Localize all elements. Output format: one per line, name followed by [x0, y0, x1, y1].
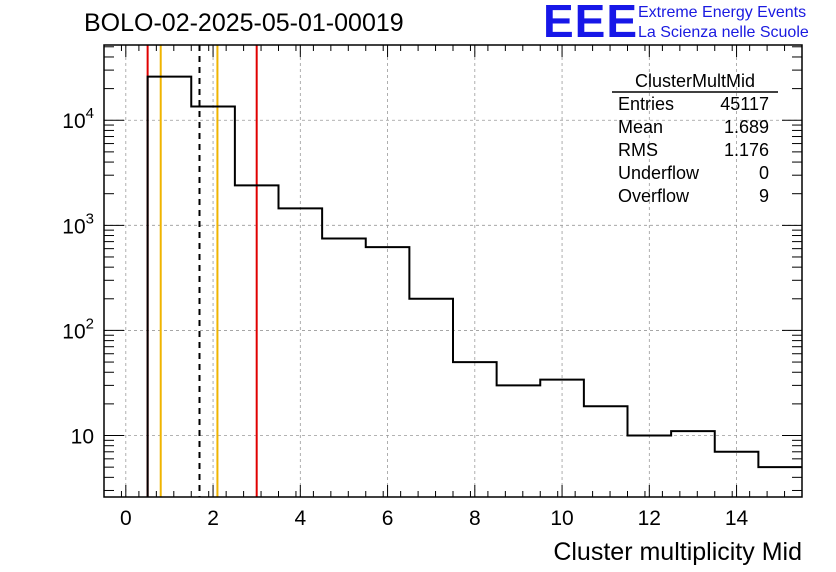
logo-line-2: La Scienza nelle Scuole: [638, 24, 809, 41]
axis-labels-layer: 0 2 4 6 8 10 12 14 10 102 103 104 Cluster multiplici…: [62, 105, 802, 566]
eee-logo-mark: EEE: [543, 0, 639, 47]
histogram-bin: [279, 208, 323, 497]
x-tick-label: 14: [725, 507, 749, 530]
histogram-bin: [366, 247, 410, 497]
stats-row-value: 45117: [720, 94, 769, 114]
stats-row-label: Overflow: [618, 186, 690, 206]
x-tick-label: 4: [294, 507, 306, 530]
stats-row-label: Underflow: [618, 163, 700, 183]
stats-row-value: 9: [759, 186, 769, 206]
y-tick-label: 102: [62, 315, 94, 343]
histogram-bin: [191, 107, 235, 497]
histogram-bin: [453, 362, 497, 497]
x-tick-label: 2: [207, 507, 219, 530]
histogram-bin: [148, 77, 192, 497]
stats-box-title: ClusterMultMid: [635, 71, 755, 91]
histogram-layer: [146, 75, 802, 497]
stats-row-label: Entries: [618, 94, 674, 114]
histogram-bin: [235, 185, 279, 497]
x-tick-label: 12: [638, 507, 661, 530]
x-tick-label: 10: [550, 507, 573, 530]
histogram-bin: [540, 380, 584, 497]
axis-ticks-layer: [103, 45, 803, 497]
logo-line-1: Extreme Energy Events: [638, 4, 807, 21]
stats-row-label: RMS: [618, 140, 658, 160]
stats-row-value: 1.689: [724, 117, 769, 137]
x-axis-title: Cluster multiplicity Mid: [553, 538, 802, 566]
histogram-bin: [584, 406, 628, 497]
histogram-bin: [758, 467, 802, 497]
run-title: BOLO-02-2025-05-01-00019: [84, 9, 404, 37]
x-tick-label: 8: [469, 507, 481, 530]
y-tick-label: 104: [62, 105, 94, 133]
stats-row-label: Mean: [618, 117, 663, 137]
histogram-bin: [322, 238, 366, 497]
histogram-outline: [146, 75, 802, 497]
y-tick-label: 103: [62, 210, 94, 238]
x-tick-label: 6: [382, 507, 394, 530]
y-tick-label: 10: [71, 426, 94, 449]
stats-row-value: 1.176: [724, 140, 769, 160]
histogram-bin: [409, 299, 453, 497]
stats-row-value: 0: [759, 163, 769, 183]
x-tick-label: 0: [120, 507, 132, 530]
histogram-bin: [497, 385, 541, 497]
stats-box: ClusterMultMid Entries 45117 Mean 1.689 RMS 1.…: [612, 71, 778, 206]
histogram-bin: [671, 431, 715, 497]
